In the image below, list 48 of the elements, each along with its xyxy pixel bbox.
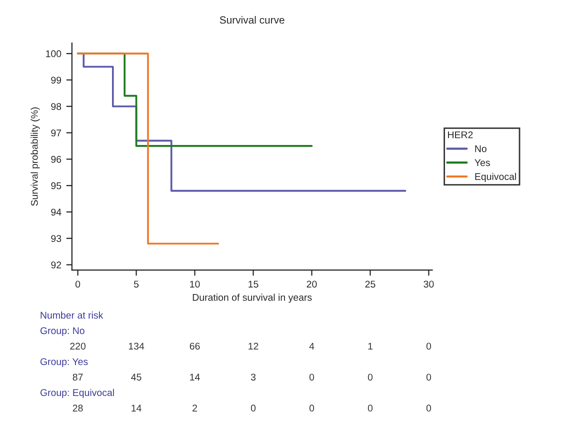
text: 0 — [250, 404, 256, 412]
text: 14 — [132, 404, 142, 412]
y-tick-label: 95 — [51, 182, 62, 190]
text: 45 — [131, 374, 142, 381]
text: 66 — [190, 342, 200, 350]
legend-title: HER2 — [448, 131, 473, 138]
chart-title: Survival curve — [220, 16, 284, 24]
x-tick-label: 30 — [424, 280, 434, 288]
text: 87 — [72, 374, 83, 381]
text: 0 — [368, 404, 373, 412]
legend-label: Yes — [474, 159, 490, 166]
y-tick-label: 96 — [51, 156, 62, 163]
text: 1 — [368, 342, 372, 350]
text: 220 — [70, 342, 86, 350]
text: 134 — [128, 342, 144, 350]
y-tick-label: 97 — [51, 129, 62, 136]
legend-label: No — [475, 145, 486, 152]
text: 28 — [72, 404, 83, 412]
text: 12 — [248, 342, 258, 350]
legend-label: Equivocal — [475, 172, 516, 182]
text: 0 — [426, 374, 432, 381]
x-tick-label: 0 — [75, 280, 80, 288]
text: 0 — [426, 404, 432, 412]
text: Number at risk — [40, 312, 104, 319]
text: 2 — [192, 404, 197, 412]
text: 4 — [309, 342, 314, 350]
x-tick-label: 5 — [134, 280, 139, 288]
y-tick-label: 93 — [51, 235, 62, 242]
text: Group: Equivocal — [40, 388, 114, 398]
text: Group: Yes — [40, 358, 88, 368]
text: 0 — [368, 374, 373, 381]
x-tick-label: 25 — [365, 280, 376, 288]
x-tick-label: 20 — [306, 280, 317, 288]
x-tick-label: 15 — [248, 280, 258, 288]
y-tick-label: 99 — [51, 76, 62, 84]
text: Group: No — [40, 327, 84, 336]
y-tick-label: 94 — [51, 208, 62, 216]
y-tick-label: 98 — [51, 103, 62, 110]
y-tick-label: 100 — [46, 50, 62, 58]
text: 0 — [309, 404, 314, 412]
y-tick-label: 92 — [51, 261, 62, 268]
x-axis-title: Duration of survival in years — [192, 294, 312, 303]
text: 0 — [309, 374, 314, 381]
y-axis-title: Survival probability (%) — [30, 107, 40, 206]
x-tick-label: 10 — [190, 280, 200, 288]
text: 0 — [426, 342, 432, 350]
text: 3 — [250, 374, 256, 381]
text: 14 — [190, 374, 200, 380]
